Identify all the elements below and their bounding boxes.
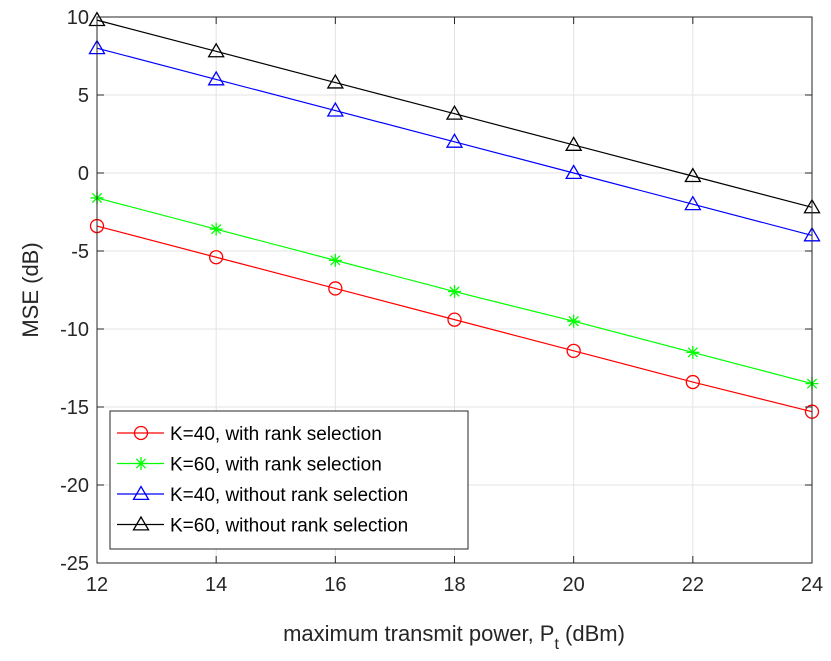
legend-entry: K=60, with rank selection <box>117 455 382 476</box>
data-point <box>685 374 700 390</box>
data-point <box>684 195 702 211</box>
y-tick-label: -15 <box>60 397 89 419</box>
series-3 <box>88 11 821 214</box>
data-point <box>328 253 342 267</box>
legend-marker <box>132 485 150 501</box>
data-point <box>209 222 223 236</box>
series-line <box>96 225 813 413</box>
y-tick-label: -20 <box>60 475 89 497</box>
x-axis-label-unit: (dBm) <box>559 621 625 646</box>
x-tick-label: 22 <box>682 574 704 596</box>
x-tick-label: 24 <box>801 574 823 596</box>
y-tick-label: -10 <box>60 319 89 341</box>
legend-entry: K=40, without rank selection <box>117 485 408 506</box>
data-point <box>566 343 581 358</box>
series-line <box>96 47 813 236</box>
x-tick-label: 14 <box>205 574 227 596</box>
legend: K=40, with rank selection K=60, with rank… <box>109 410 469 550</box>
ticks: 12 14 16 18 20 22 24 -25 -20 -15 -10 -5 0 5 10 <box>60 7 823 596</box>
data-point <box>207 70 225 86</box>
data-point <box>445 133 464 148</box>
data-point <box>686 345 700 359</box>
x-tick-label: 18 <box>443 574 465 596</box>
legend-label: K=60, with rank selection <box>170 455 382 476</box>
y-tick-label: -25 <box>60 553 89 575</box>
data-point <box>326 73 344 89</box>
series-layer <box>88 11 821 419</box>
y-axis-label: MSE (dB) <box>18 242 43 337</box>
legend-marker <box>134 457 148 470</box>
legend-entry: K=60, without rank selection <box>117 516 408 537</box>
data-point <box>565 136 583 151</box>
data-point <box>447 312 462 327</box>
x-tick-label: 16 <box>324 574 346 596</box>
x-tick-label: 20 <box>563 574 585 596</box>
data-point <box>565 164 583 180</box>
legend-label: K=60, without rank selection <box>170 516 408 537</box>
data-point <box>567 314 581 328</box>
data-point <box>207 42 225 58</box>
legend-label: K=40, with rank selection <box>170 424 382 445</box>
x-axis-label-subscript: t <box>554 636 559 653</box>
y-tick-label: 10 <box>67 7 89 29</box>
data-point <box>684 167 702 183</box>
data-point <box>326 101 344 117</box>
legend-marker <box>132 515 150 531</box>
legend-entry: K=40, with rank selection <box>117 424 382 445</box>
y-tick-label: 0 <box>78 163 89 185</box>
y-tick-label: -5 <box>71 241 89 263</box>
legend-label: K=40, without rank selection <box>170 485 408 506</box>
data-point <box>209 250 224 265</box>
x-axis-label-main: maximum transmit power, P <box>283 621 554 646</box>
x-tick-label: 12 <box>86 574 108 596</box>
legend-marker <box>133 425 149 441</box>
data-point <box>448 285 461 299</box>
series-line <box>96 19 813 208</box>
y-tick-label: 5 <box>78 85 89 107</box>
data-point <box>328 281 343 296</box>
data-point <box>445 104 464 120</box>
legend-box <box>109 410 469 550</box>
x-axis-label: maximum transmit power, Pt (dBm) <box>283 621 625 653</box>
series-2 <box>88 39 821 242</box>
